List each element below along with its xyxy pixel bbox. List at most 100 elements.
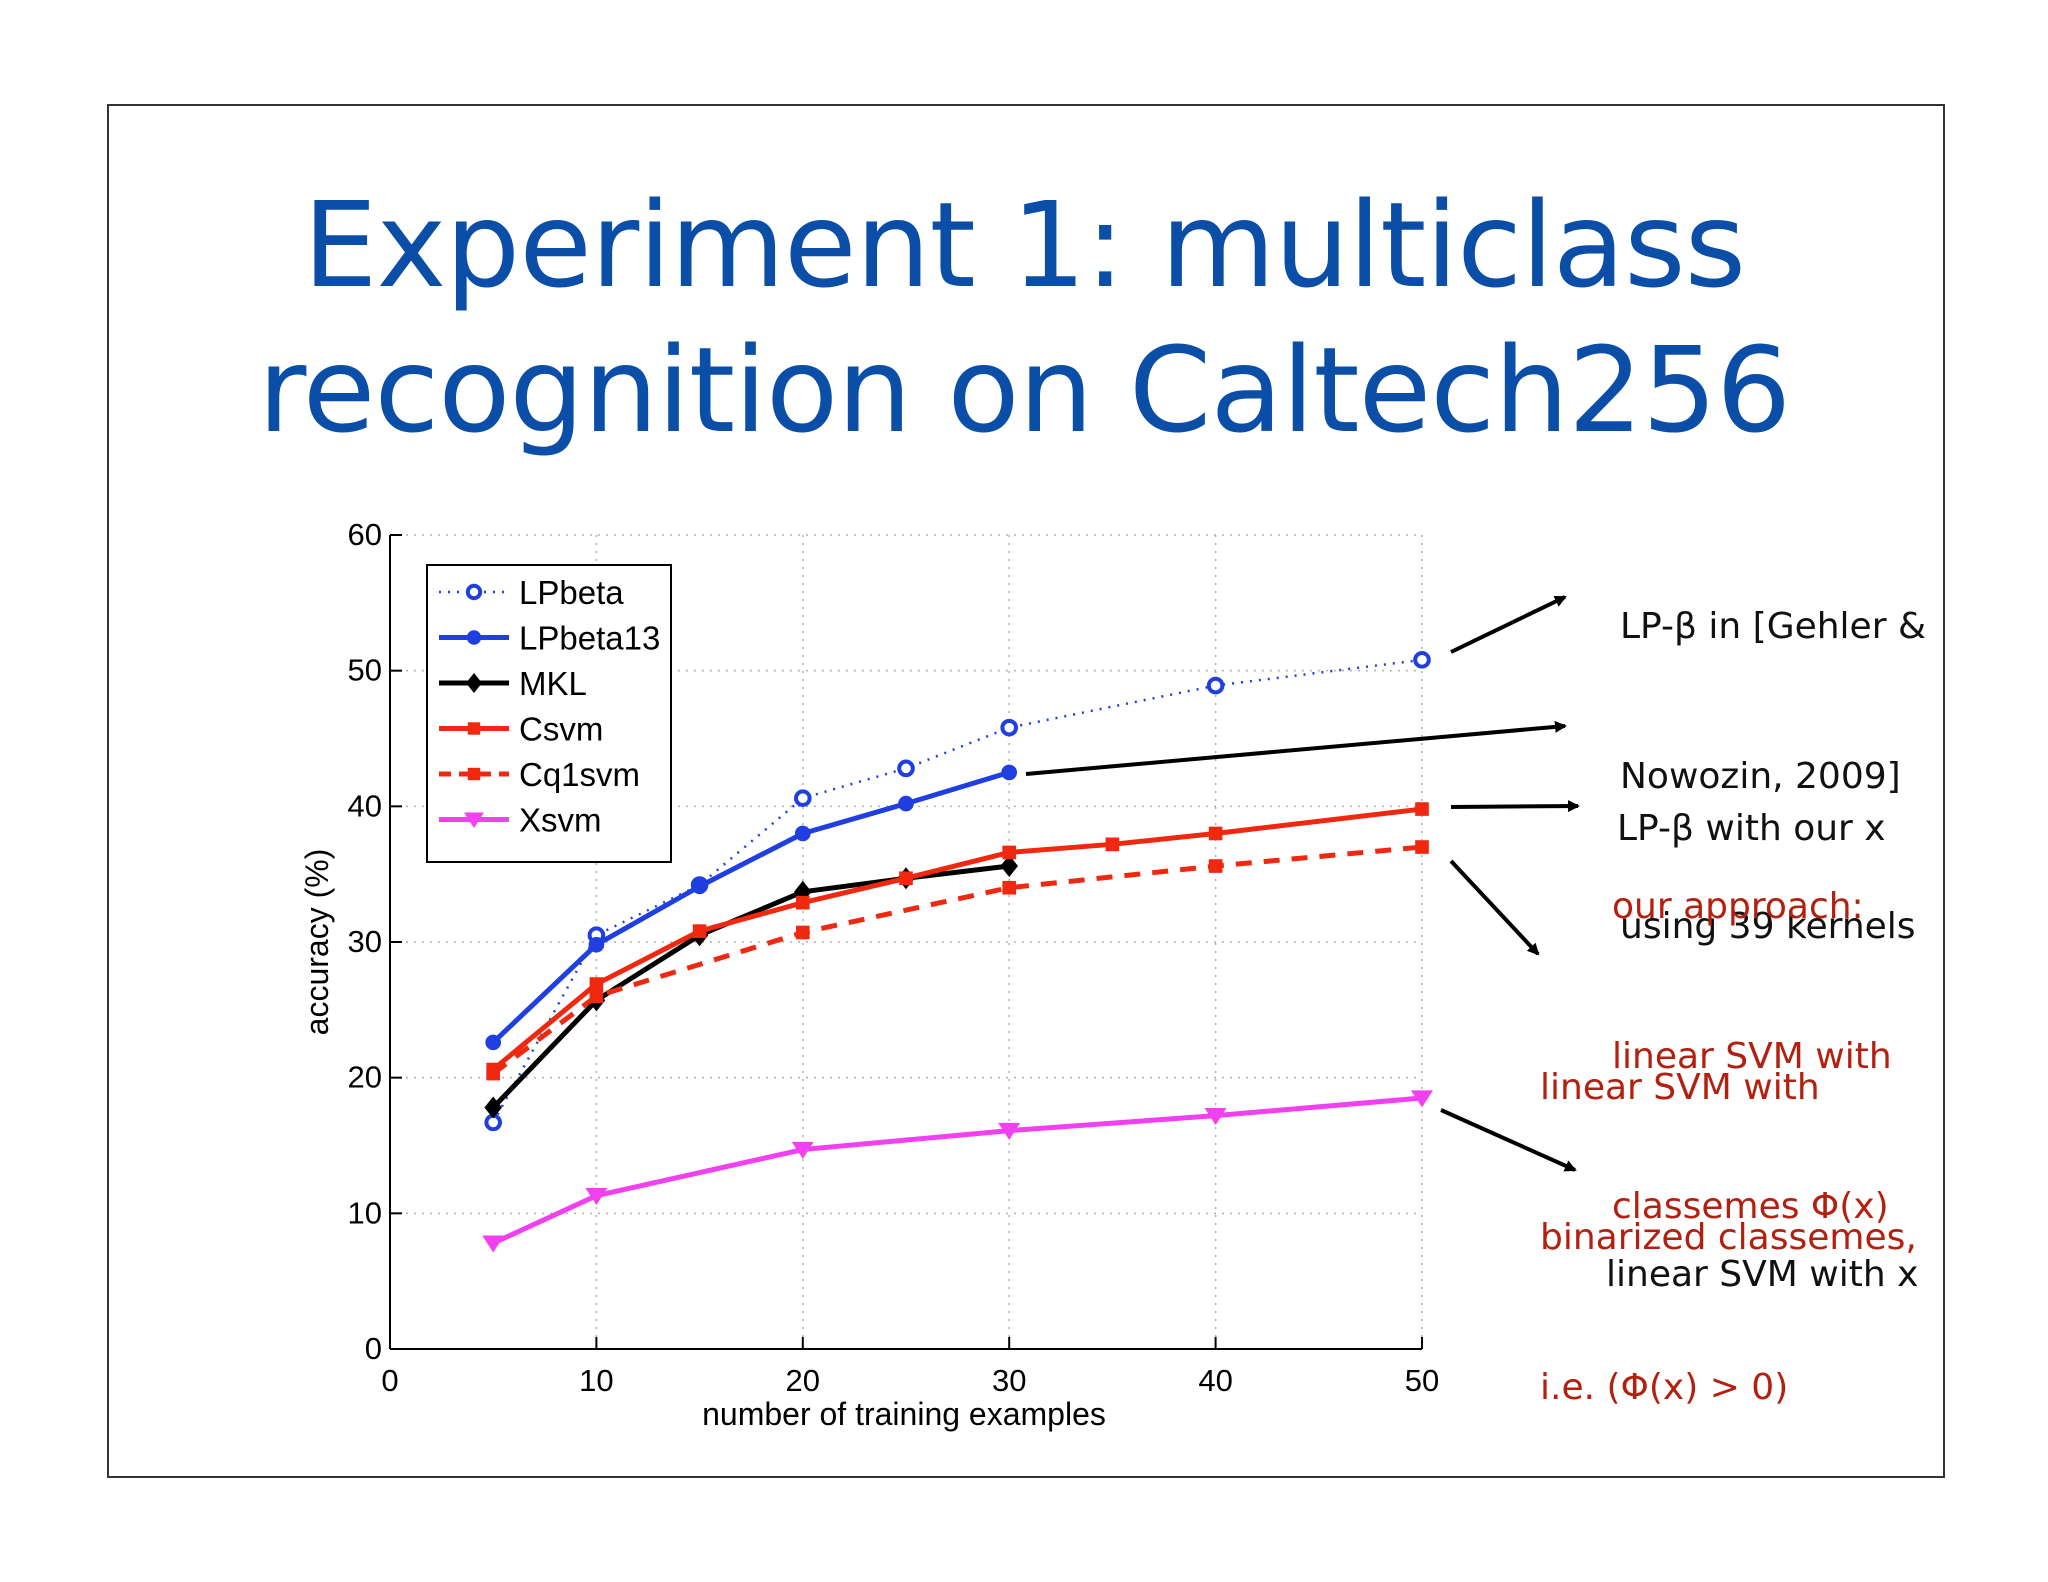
legend-entry: Csvm xyxy=(439,711,603,748)
legend-label: LPbeta xyxy=(519,574,624,611)
data-point xyxy=(898,795,914,812)
legend-marker xyxy=(467,722,481,735)
data-point xyxy=(791,1141,814,1159)
y-tick-label: 60 xyxy=(348,517,382,552)
annotation-lpbeta13: LP-β with our x xyxy=(1617,704,1886,904)
annotation-line: binarized classemes, xyxy=(1540,1217,1917,1258)
data-point xyxy=(585,1187,608,1206)
series-lpbeta13 xyxy=(485,764,1018,1051)
data-point xyxy=(486,1066,501,1081)
y-axis-label: accuracy (%) xyxy=(299,849,335,1036)
data-point xyxy=(1411,1090,1433,1108)
series-xsvm xyxy=(482,1090,1433,1253)
y-tick-label: 10 xyxy=(348,1195,382,1230)
x-tick-label: 0 xyxy=(381,1363,398,1398)
data-point xyxy=(1000,855,1018,878)
legend-label: Xsvm xyxy=(519,802,602,839)
legend-entry: LPbeta xyxy=(439,574,624,611)
series-csvm xyxy=(486,802,1429,1077)
legend-entry: Xsvm xyxy=(439,802,602,839)
series-cq1svm xyxy=(486,840,1429,1081)
y-tick-label: 30 xyxy=(348,924,382,959)
annotation-line: Nowozin, 2009] xyxy=(1620,756,1901,797)
annotation-line: i.e. (Φ(x) > 0) xyxy=(1540,1367,1789,1408)
series-line xyxy=(492,1095,1423,1246)
arrow-ours xyxy=(1450,800,1580,813)
x-tick-label: 20 xyxy=(786,1363,820,1398)
annotation-lpbeta: LP-β in [Gehler & Nowozin, 2009] using 3… xyxy=(1620,502,1926,1002)
series-mkl xyxy=(484,855,1018,1119)
annotation-arrows xyxy=(1025,595,1580,1172)
data-point xyxy=(589,977,604,991)
legend-entry: Cq1svm xyxy=(439,756,640,793)
x-axis-label: number of training examples xyxy=(702,1396,1106,1432)
data-point xyxy=(794,825,811,842)
data-point xyxy=(1208,859,1223,873)
data-point xyxy=(588,936,605,953)
data-point xyxy=(1415,802,1429,816)
data-point xyxy=(897,759,915,778)
annotation-line: classemes Φ(x) xyxy=(1612,1186,1889,1227)
data-point xyxy=(1204,1107,1227,1126)
legend-label: Csvm xyxy=(519,711,603,748)
x-tick-label: 30 xyxy=(992,1363,1026,1398)
x-tick-label: 50 xyxy=(1405,1363,1439,1398)
slide-title-line-2: recognition on Caltech256 xyxy=(257,321,1791,459)
slide-frame xyxy=(107,104,1945,1478)
series-line xyxy=(491,770,1010,1045)
legend-marker xyxy=(465,583,483,601)
legend-entry: MKL xyxy=(439,665,587,702)
legend-label: LPbeta13 xyxy=(519,620,660,657)
slide-title-line-1: Experiment 1: multiclass xyxy=(302,176,1746,314)
legend-marker xyxy=(466,673,482,693)
legend-marker xyxy=(467,767,481,781)
legend-entry: LPbeta13 xyxy=(439,620,660,657)
data-point xyxy=(899,871,913,886)
y-tick-label: 40 xyxy=(348,788,382,823)
series xyxy=(482,650,1433,1253)
data-point xyxy=(795,925,810,940)
arrow-lpbeta xyxy=(1450,595,1567,654)
data-point xyxy=(1002,880,1017,895)
data-point xyxy=(1206,676,1225,695)
data-point xyxy=(1415,840,1429,854)
annotation-xsvm: linear SVM with x xyxy=(1606,1150,1918,1350)
legend-label: Cq1svm xyxy=(519,756,640,793)
data-point xyxy=(691,878,708,895)
annotation-line: using 39 kernels xyxy=(1620,906,1916,947)
legend-marker xyxy=(466,630,482,645)
legend-marker xyxy=(464,812,484,828)
annotation-line: our approach: xyxy=(1612,886,1864,927)
series-line xyxy=(491,844,1423,1076)
y-tick-label: 50 xyxy=(348,653,382,688)
x-tick-label: 40 xyxy=(1198,1363,1232,1398)
arrow-lpbeta13 xyxy=(1025,720,1567,776)
data-point xyxy=(692,924,707,938)
axes: 0 10 20 30 40 50 0 10 20 30 40 50 60 xyxy=(348,517,1440,1398)
annotation-line: linear SVM with x xyxy=(1606,1254,1919,1295)
data-point xyxy=(1001,764,1018,781)
legend: LPbeta LPbeta13 MKL Csvm Cq1svm Xsvm xyxy=(426,564,672,863)
annotation-binarized: linear SVM with binarized classemes, i.e… xyxy=(1540,963,1917,1463)
data-point xyxy=(1413,650,1431,669)
annotation-our-approach: our approach: linear SVM with classemes … xyxy=(1612,782,1892,1282)
legend-label: MKL xyxy=(519,665,587,702)
data-point xyxy=(1002,845,1017,860)
data-point xyxy=(795,895,810,910)
data-point xyxy=(482,1235,505,1253)
data-point xyxy=(998,1122,1021,1140)
data-point xyxy=(793,789,812,808)
y-tick-label: 0 xyxy=(365,1331,382,1366)
annotation-line: LP-β in [Gehler & xyxy=(1620,606,1927,647)
data-point xyxy=(485,1034,502,1051)
data-point xyxy=(1105,837,1120,852)
annotation-line: linear SVM with xyxy=(1612,1036,1892,1077)
annotation-line: LP-β with our x xyxy=(1617,808,1886,849)
arrow-xsvm xyxy=(1440,1108,1577,1172)
data-point xyxy=(1208,826,1223,841)
y-tick-label: 20 xyxy=(348,1060,382,1095)
data-point xyxy=(589,989,604,1004)
data-point xyxy=(1000,718,1019,737)
x-tick-label: 10 xyxy=(579,1363,613,1398)
